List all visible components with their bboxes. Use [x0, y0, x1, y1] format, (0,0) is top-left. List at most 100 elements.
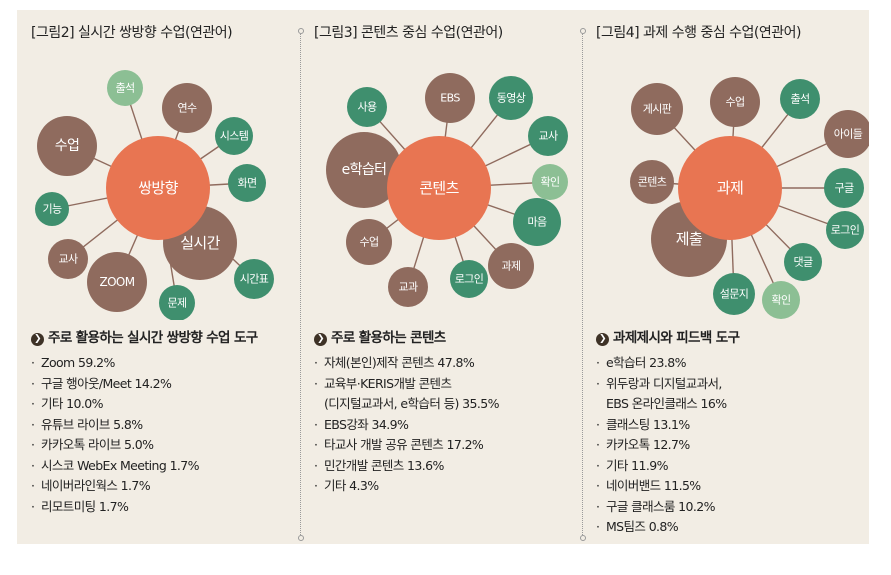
node-circle [162, 83, 212, 133]
section-heading: ❯ 주로 활용하는 콘텐츠 [314, 326, 446, 346]
node-circle [762, 281, 800, 319]
list-item: · 민간개발 콘텐츠 13.6% [314, 457, 444, 473]
node-label: 댓글 [793, 256, 813, 269]
node-label: 문제 [167, 297, 186, 310]
section-heading-text: 주로 활용하는 콘텐츠 [331, 330, 446, 346]
panel-realtime: [그림2] 실시간 쌍방향 수업(연관어) 출석 연수 [17, 10, 300, 544]
node-circle [425, 73, 475, 123]
word-network-diagram: 출석 연수 수업 시스템 화면 기능 실시간 교사 ZOOM 시간표 [35, 70, 274, 320]
list-item: · 자체(본인)제작 콘텐츠 47.8% [314, 355, 475, 370]
node-circle [346, 219, 392, 265]
node-label: 출석 [115, 82, 134, 95]
section-heading-text: 주로 활용하는 실시간 쌍방향 수업 도구 [48, 330, 258, 346]
node-label: 확인 [771, 294, 790, 307]
list-item: · EBS강좌 34.9% [314, 416, 409, 432]
node-circle [347, 87, 387, 127]
node-label: 수업 [725, 96, 744, 109]
node-label: 실시간 [180, 234, 220, 252]
node-circle [630, 160, 674, 204]
list-item: · 교육부·KERIS개발 콘텐츠 [314, 375, 452, 391]
node-label: 수업 [359, 236, 378, 249]
arrow-bullet-icon: ❯ [596, 333, 609, 346]
list-item: · 네이버라인웍스 1.7% [31, 478, 151, 493]
node-label: 아이들 [834, 128, 863, 141]
list-item: · 시스코 WebEx Meeting 1.7% [31, 457, 200, 473]
node-label: 연수 [177, 102, 197, 115]
node-circle [37, 116, 97, 176]
center-label: 콘텐츠 [419, 179, 459, 197]
panel-title: [그림4] 과제 수행 중심 수업(연관어) [596, 25, 802, 41]
panel-assignment: [그림4] 과제 수행 중심 수업(연관어) 게시판 수업 [582, 10, 869, 544]
node-label: 구글 [834, 182, 854, 195]
feedback-tool-list: · e학습터 23.8% · 위두랑과 디지털교과서, EBS 온라인클래스 16%… [596, 353, 727, 538]
node-circle [826, 211, 864, 249]
node-circle [631, 83, 683, 135]
node-circle [784, 243, 822, 281]
content-list: · 자체(본인)제작 콘텐츠 47.8% · 교육부·KERIS개발 콘텐츠 (디지… [314, 353, 499, 497]
word-network-diagram: 게시판 수업 출석 아이들 콘텐츠 구글 로그인 제출 댓글 설문지 [630, 77, 869, 319]
node-label: 시스템 [220, 130, 249, 143]
node-label: 동영상 [497, 92, 526, 105]
node-circle [532, 164, 568, 200]
center-label: 쌍방향 [138, 179, 178, 197]
node-circle [710, 77, 760, 127]
column-divider [298, 28, 304, 541]
node-label: 과제 [501, 260, 520, 273]
list-item: · 네이버밴드 11.5% [596, 478, 701, 493]
section-heading: ❯ 주로 활용하는 실시간 쌍방향 수업 도구 [31, 326, 258, 346]
node-circle [824, 168, 864, 208]
node-circle [780, 79, 820, 119]
node-circle [388, 267, 428, 307]
list-item: · 기타 4.3% [314, 478, 379, 493]
node-circle [228, 164, 266, 202]
list-item: · 카카오톡 12.7% [596, 437, 690, 452]
center-node [387, 136, 491, 240]
list-item: · 위두랑과 디지털교과서, [596, 375, 722, 391]
panel-title: [그림2] 실시간 쌍방향 수업(연관어) [31, 25, 233, 41]
node-circle [35, 192, 69, 226]
list-item: · MS팀즈 0.8% [596, 519, 679, 534]
node-label: 설문지 [720, 288, 749, 301]
node-label: 출석 [790, 93, 809, 106]
node-circle [824, 110, 869, 158]
node-label: 사용 [357, 101, 377, 114]
tool-list: · Zoom 59.2% · 구글 행아웃/Meet 14.2% · 기타 10.0%… [31, 353, 200, 517]
list-item: · 구글 행아웃/Meet 14.2% [31, 375, 172, 391]
node-label: 게시판 [643, 103, 672, 116]
center-node [106, 136, 210, 240]
list-item: · e학습터 23.8% [596, 355, 686, 370]
center-node [678, 136, 782, 240]
node-label: 로그인 [831, 224, 860, 237]
node-label: 기능 [42, 203, 62, 216]
list-item: · 타교사 개발 공유 콘텐츠 17.2% [314, 437, 484, 452]
node-label: 교사 [58, 253, 78, 266]
word-network-diagram: 사용 EBS 동영상 교사 e학습터 확인 마음 수업 과제 교과 [326, 73, 568, 307]
section-heading: ❯ 과제제시와 피드백 도구 [596, 326, 740, 346]
node-circle [107, 70, 143, 106]
list-item: · 클래스팅 13.1% [596, 416, 690, 432]
node-label: 수업 [55, 138, 80, 154]
node-circle [326, 132, 402, 208]
node-circle [489, 76, 533, 120]
node-label: ZOOM [99, 275, 134, 289]
list-item: EBS 온라인클래스 16% [606, 396, 727, 411]
node-circle [48, 239, 88, 279]
node-circle [159, 285, 195, 320]
panel-title: [그림3] 콘텐츠 중심 수업(연관어) [314, 25, 503, 41]
panel-contents: [그림3] 콘텐츠 중심 수업(연관어) 사용 EBS [300, 10, 582, 544]
node-circle [215, 117, 253, 155]
node-label: 화면 [237, 177, 256, 190]
list-item: · 리모트미팅 1.7% [31, 498, 129, 514]
arrow-bullet-icon: ❯ [314, 333, 327, 346]
center-label: 과제 [717, 179, 743, 197]
list-item: · 구글 클래스룸 10.2% [596, 498, 715, 514]
node-label: 로그인 [455, 273, 484, 286]
node-circle [488, 243, 534, 289]
node-label: e학습터 [342, 162, 387, 178]
column-divider [580, 28, 586, 541]
list-item: (디지털교과서, e학습터 등) 35.5% [324, 396, 499, 411]
list-item: · 기타 11.9% [596, 457, 668, 473]
node-circle [713, 273, 755, 315]
node-label: 시간표 [240, 273, 269, 286]
figure-container: [그림2] 실시간 쌍방향 수업(연관어) 출석 연수 [17, 10, 869, 544]
